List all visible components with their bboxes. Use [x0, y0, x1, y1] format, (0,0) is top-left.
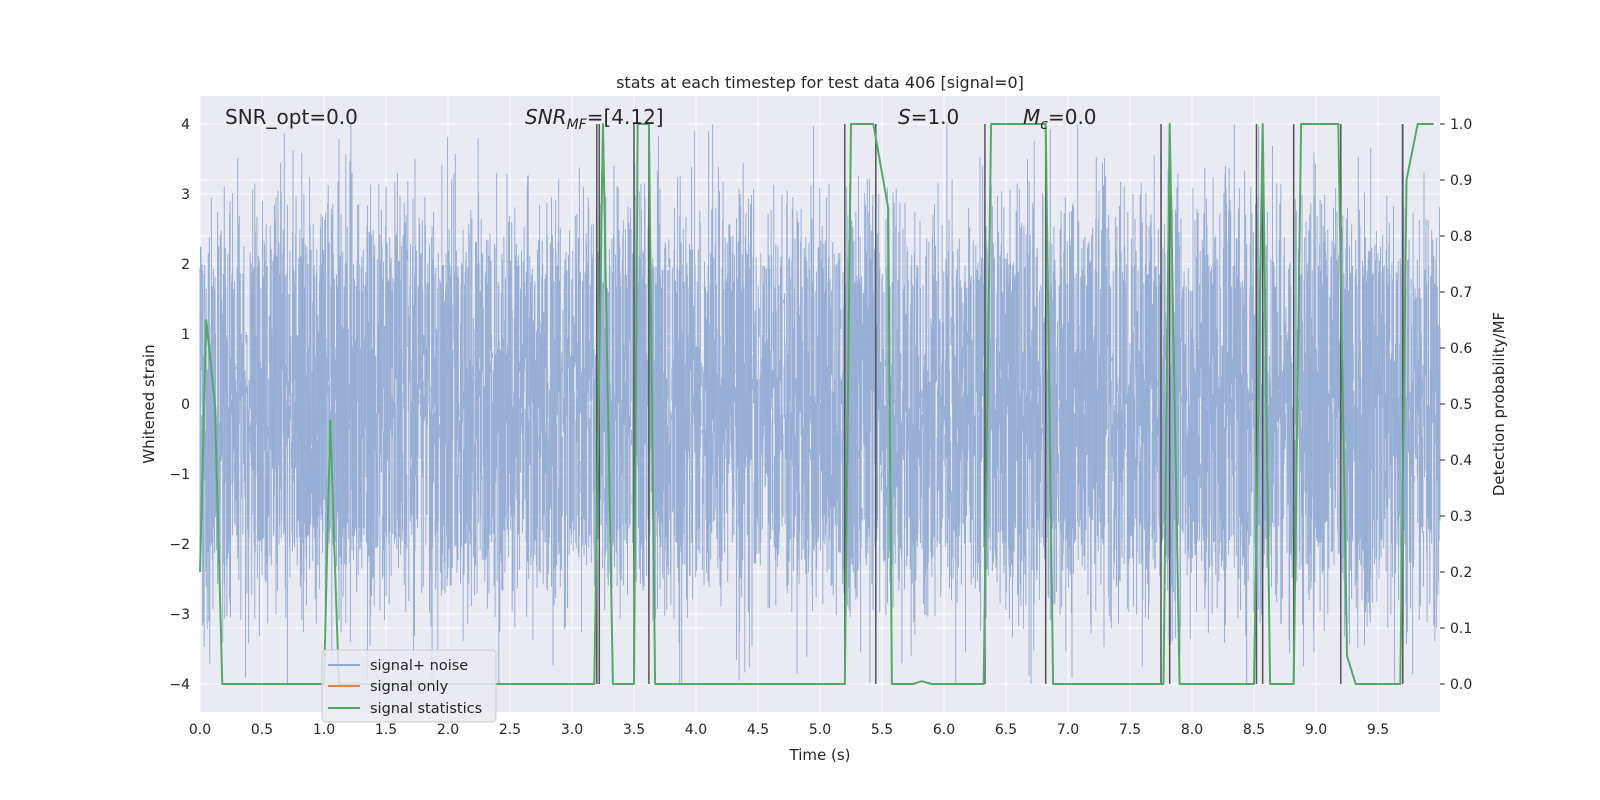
y-right-tick-label: 0.0 — [1450, 677, 1472, 693]
y-right-tick-label: 1.0 — [1450, 117, 1472, 133]
y-tick-label: −3 — [169, 607, 190, 623]
y-right-axis-ticks: 1.0 0.9 0.8 0.7 0.6 0.5 0.4 0.3 0.2 0.1 0.0 — [1440, 117, 1472, 693]
x-tick-label: 7.0 — [1057, 722, 1079, 738]
x-tick-label: 7.5 — [1119, 722, 1141, 738]
x-tick-label: 4.0 — [685, 722, 707, 738]
x-tick-label: 6.0 — [933, 722, 955, 738]
x-tick-label: 0.5 — [251, 722, 273, 738]
y-right-tick-label: 0.1 — [1450, 621, 1472, 637]
y-right-tick-label: 0.9 — [1450, 173, 1472, 189]
x-tick-label: 8.5 — [1243, 722, 1265, 738]
y-right-tick-label: 0.4 — [1450, 453, 1472, 469]
annotation-mc: Mc=0.0 — [1023, 105, 1097, 133]
series-signal-statistics — [199, 123, 1434, 685]
y-axis-label: Whitened strain — [140, 344, 158, 463]
x-tick-label: 1.5 — [375, 722, 397, 738]
y-right-tick-label: 0.8 — [1450, 229, 1472, 245]
x-tick-label: 2.0 — [437, 722, 459, 738]
legend-label-signal-plus-noise: signal+ noise — [370, 658, 468, 674]
y-tick-label: 3 — [181, 187, 190, 203]
annotation-s: S=1.0 — [898, 105, 959, 129]
y-right-tick-label: 0.2 — [1450, 565, 1472, 581]
y-right-axis-label: Detection probability/MF — [1490, 312, 1508, 496]
y-right-tick-label: 0.6 — [1450, 341, 1472, 357]
x-tick-label: 3.0 — [561, 722, 583, 738]
y-tick-label: −2 — [169, 537, 190, 553]
x-tick-label: 3.5 — [623, 722, 645, 738]
x-tick-label: 1.0 — [313, 722, 335, 738]
y-tick-label: 1 — [181, 327, 190, 343]
y-right-tick-label: 0.5 — [1450, 397, 1472, 413]
chart-title: stats at each timestep for test data 406… — [616, 73, 1024, 92]
x-tick-label: 2.5 — [499, 722, 521, 738]
x-tick-label: 8.0 — [1181, 722, 1203, 738]
legend: signal+ noise signal only signal statist… — [321, 649, 497, 723]
x-tick-label: 4.5 — [747, 722, 769, 738]
y-right-tick-label: 0.7 — [1450, 285, 1472, 301]
legend-box — [321, 649, 497, 723]
x-tick-label: 6.5 — [995, 722, 1017, 738]
y-tick-label: 4 — [181, 117, 190, 133]
y-tick-label: −4 — [169, 677, 190, 693]
y-tick-label: −1 — [169, 467, 190, 483]
legend-label-signal-only: signal only — [370, 679, 449, 695]
x-tick-label: 0.0 — [189, 722, 211, 738]
x-tick-label: 9.5 — [1367, 722, 1389, 738]
annotation-snr-mf: SNRMF=[4.12] — [525, 105, 664, 133]
x-tick-label: 5.0 — [809, 722, 831, 738]
x-axis-label: Time (s) — [789, 746, 851, 764]
legend-label-signal-statistics: signal statistics — [370, 701, 482, 717]
x-tick-label: 5.5 — [871, 722, 893, 738]
y-tick-label: 0 — [181, 397, 190, 413]
y-tick-label: 2 — [181, 257, 190, 273]
signal-statistics-line — [199, 123, 1434, 685]
annotation-snr-opt: SNR_opt=0.0 — [225, 105, 358, 129]
y-axis-ticks: 4 3 2 1 0 −1 −2 −3 −4 — [169, 117, 190, 693]
x-tick-label: 9.0 — [1305, 722, 1327, 738]
x-axis-ticks: 0.0 0.5 1.0 1.5 2.0 2.5 3.0 3.5 4.0 4.5 5.0 5.5 6.0 6… — [189, 722, 1389, 738]
y-right-tick-label: 0.3 — [1450, 509, 1472, 525]
